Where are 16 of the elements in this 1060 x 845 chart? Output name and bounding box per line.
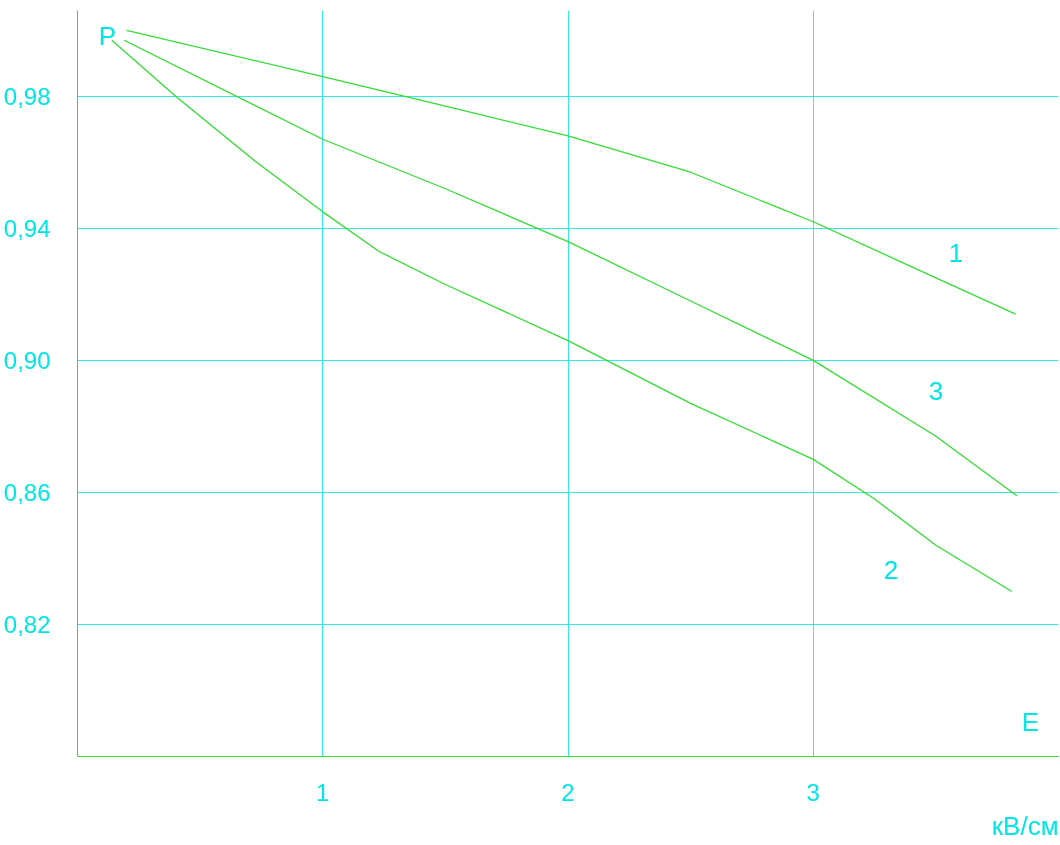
y-tick-label: 0,98 [3, 82, 51, 110]
x-axis-title: E [1021, 706, 1040, 737]
x-tick-label: 1 [316, 778, 330, 806]
series-label: 1 [948, 237, 964, 268]
x-tick-label: 2 [561, 778, 575, 806]
line-series [125, 29, 1017, 315]
y-tick-label: 0,94 [3, 214, 51, 242]
y-tick-label: 0,90 [3, 346, 51, 374]
text: кВ/см [991, 810, 1059, 841]
y-axis-title: P [98, 20, 117, 51]
series-label: 3 [928, 376, 944, 407]
series-label: 2 [883, 555, 899, 586]
y-tick-label: 0,86 [3, 478, 51, 506]
line-series [123, 39, 1018, 497]
x-tick-label: 3 [806, 778, 820, 806]
y-tick-label: 0,82 [3, 610, 51, 638]
